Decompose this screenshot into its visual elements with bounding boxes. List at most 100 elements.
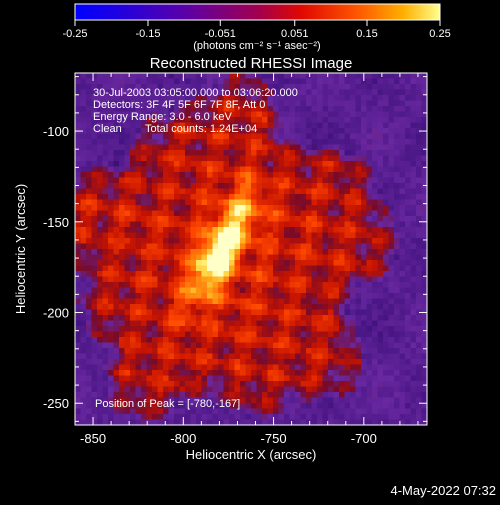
heatmap-pixel [152, 419, 158, 425]
heatmap-pixel [157, 89, 164, 96]
heatmap-pixel [190, 342, 197, 349]
heatmap-pixel [306, 403, 312, 409]
heatmap-pixel [201, 293, 208, 299]
heatmap-pixel [190, 271, 197, 277]
heatmap-pixel [366, 133, 373, 140]
heatmap-pixel [405, 221, 411, 228]
heatmap-pixel [141, 194, 147, 200]
heatmap-pixel [201, 111, 208, 118]
heatmap-pixel [344, 238, 351, 244]
heatmap-pixel [196, 166, 202, 173]
heatmap-pixel [355, 397, 362, 404]
heatmap-pixel [416, 331, 422, 338]
heatmap-pixel [152, 408, 158, 415]
heatmap-pixel [416, 161, 422, 167]
heatmap-pixel [201, 381, 208, 387]
heatmap-pixel [399, 298, 406, 305]
heatmap-pixel [229, 359, 235, 365]
heatmap-pixel [97, 260, 103, 266]
heatmap-pixel [377, 276, 384, 283]
heatmap-pixel [245, 397, 252, 404]
heatmap-pixel [399, 111, 406, 118]
heatmap-pixel [97, 161, 103, 167]
heatmap-pixel [339, 144, 345, 151]
heatmap-pixel [75, 271, 81, 277]
heatmap-pixel [86, 150, 92, 156]
heatmap-pixel [141, 106, 147, 112]
heatmap-pixel [152, 392, 158, 398]
heatmap-pixel [234, 84, 241, 90]
heatmap-pixel [86, 210, 92, 217]
heatmap-pixel [289, 161, 296, 167]
heatmap-pixel [141, 216, 147, 222]
heatmap-pixel [295, 133, 301, 140]
heatmap-pixel [174, 139, 180, 145]
heatmap-pixel [339, 106, 345, 112]
heatmap-pixel [416, 249, 422, 255]
heatmap-pixel [306, 331, 312, 338]
heatmap-pixel [223, 282, 230, 288]
heatmap-pixel [399, 271, 406, 277]
heatmap-pixel [80, 386, 87, 393]
heatmap-pixel [344, 122, 351, 129]
heatmap-pixel [207, 210, 213, 217]
heatmap-pixel [306, 111, 312, 118]
heatmap-pixel [113, 144, 120, 151]
heatmap-pixel [350, 293, 356, 299]
heatmap-pixel [212, 177, 219, 184]
heatmap-pixel [75, 386, 81, 393]
heatmap-pixel [223, 177, 230, 184]
heatmap-pixel [146, 271, 153, 277]
heatmap-pixel [421, 414, 427, 420]
heatmap-pixel [124, 260, 131, 266]
heatmap-pixel [185, 403, 191, 409]
heatmap-pixel [295, 73, 301, 79]
heatmap-pixel [377, 100, 384, 107]
heatmap-pixel [278, 353, 285, 360]
annotation-time-range: 30-Jul-2003 03:05:00.000 to 03:06:20.000 [93, 87, 298, 99]
heatmap-pixel [278, 133, 285, 140]
heatmap-pixel [262, 265, 268, 272]
heatmap-pixel [421, 243, 427, 250]
heatmap-pixel [108, 84, 114, 90]
heatmap-pixel [91, 89, 98, 96]
heatmap-pixel [405, 320, 411, 327]
heatmap-pixel [135, 419, 142, 425]
heatmap-pixel [344, 73, 351, 79]
heatmap-pixel [212, 150, 219, 156]
heatmap-pixel [229, 370, 235, 376]
heatmap-pixel [229, 150, 235, 156]
heatmap-pixel [394, 232, 400, 239]
heatmap-pixel [102, 232, 109, 239]
heatmap-pixel [383, 210, 389, 217]
heatmap-pixel [185, 73, 191, 79]
heatmap-pixel [152, 282, 158, 288]
heatmap-pixel [289, 375, 296, 382]
heatmap-pixel [190, 293, 197, 299]
heatmap-pixel [86, 199, 92, 206]
heatmap-pixel [405, 95, 411, 101]
heatmap-pixel [350, 238, 356, 244]
heatmap-pixel [278, 315, 285, 321]
heatmap-pixel [240, 106, 246, 112]
heatmap-pixel [97, 177, 103, 184]
heatmap-pixel [80, 265, 87, 272]
heatmap-pixel [174, 221, 180, 228]
heatmap-pixel [372, 249, 378, 255]
heatmap-pixel [251, 84, 257, 90]
heatmap-pixel [157, 287, 164, 294]
heatmap-pixel [306, 249, 312, 255]
heatmap-pixel [218, 188, 224, 195]
heatmap-pixel [322, 249, 329, 255]
heatmap-pixel [240, 276, 246, 283]
heatmap-pixel [185, 155, 191, 162]
heatmap-pixel [113, 122, 120, 129]
heatmap-pixel [361, 161, 367, 167]
heatmap-pixel [124, 293, 131, 299]
heatmap-pixel [86, 287, 92, 294]
heatmap-pixel [361, 331, 367, 338]
heatmap-pixel [185, 144, 191, 151]
heatmap-pixel [212, 298, 219, 305]
heatmap-pixel [146, 128, 153, 134]
heatmap-pixel [190, 227, 197, 233]
